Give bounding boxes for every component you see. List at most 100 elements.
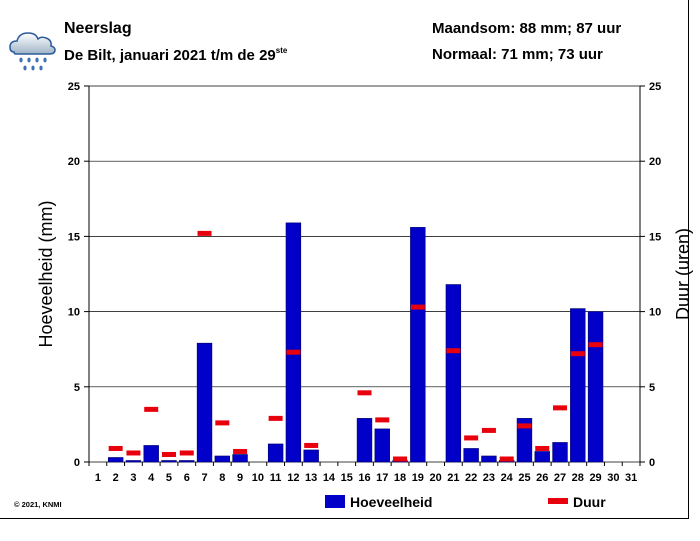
bar-hoeveelheid [196,342,213,463]
marker-duur [357,390,372,396]
bar-hoeveelheid [587,311,604,463]
x-tick-label: 13 [305,472,317,484]
monthly-sum: Maandsom: 88 mm; 87 uur [432,20,622,37]
chart-frame [0,0,689,519]
x-tick-label: 27 [554,472,566,484]
bar-hoeveelheid [143,445,159,463]
marker-duur [375,417,390,423]
marker-duur [464,435,479,441]
bar-hoeveelheid [481,455,497,463]
y-tick-label: 25 [68,81,80,93]
y-tick-label: 10 [68,307,80,319]
x-tick-label: 7 [201,472,207,484]
x-tick-label: 10 [252,472,264,484]
x-tick-label: 12 [287,472,299,484]
x-tick-label: 21 [447,472,459,484]
bar-hoeveelheid [161,460,177,463]
marker-duur [268,415,283,421]
y2-tick-label: 0 [649,457,655,469]
x-tick-label: 28 [572,472,584,484]
bar-hoeveelheid [356,418,373,463]
y2-tick-label: 20 [649,156,661,168]
y-axis-label: Hoeveelheid (mm) [36,200,56,347]
rain-cloud-icon [9,32,56,71]
marker-duur [286,349,301,355]
marker-duur [215,420,230,426]
y2-tick-label: 15 [649,231,661,243]
bar-hoeveelheid [125,460,142,463]
subtitle-text: De Bilt, januari 2021 t/m de 29 [64,47,276,64]
copyright: © 2021, KNMI [14,500,62,509]
marker-duur [144,406,159,412]
marker-duur [233,448,248,454]
subtitle-suffix: ste [275,46,288,55]
marker-duur [179,450,194,456]
legend-swatch-duur [548,498,568,504]
bar-hoeveelheid [463,448,479,463]
y-tick-label: 20 [68,156,80,168]
bar-hoeveelheid [516,418,533,463]
x-tick-label: 20 [429,472,441,484]
marker-duur [481,427,496,433]
x-tick-label: 5 [166,472,172,484]
x-tick-label: 18 [394,472,406,484]
bar-hoeveelheid [267,443,284,463]
legend-label-hoeveelheid: Hoeveelheid [350,494,432,510]
x-tick-label: 23 [483,472,495,484]
bar-hoeveelheid [107,457,124,463]
marker-duur [161,451,176,457]
bar-hoeveelheid [534,451,550,463]
x-tick-label: 4 [148,472,155,484]
bar-hoeveelheid [179,460,195,463]
marker-duur [499,456,514,462]
x-tick-label: 9 [237,472,243,484]
x-tick-label: 19 [412,472,424,484]
bar-hoeveelheid [374,428,390,463]
x-tick-label: 29 [589,472,601,484]
y2-tick-label: 5 [649,382,655,394]
x-tick-label: 6 [184,472,190,484]
x-tick-label: 24 [501,472,514,484]
bar-hoeveelheid [285,222,302,463]
bar-hoeveelheid [570,308,586,463]
x-tick-label: 16 [358,472,370,484]
bar-hoeveelheid [552,442,568,463]
bar-hoeveelheid [232,454,248,463]
marker-duur [588,342,603,348]
x-tick-label: 15 [341,472,353,484]
y-tick-label: 5 [74,382,80,394]
chart-title: Neerslag [64,20,132,37]
marker-duur [304,442,319,448]
x-tick-label: 11 [270,472,282,484]
x-tick-label: 22 [465,472,477,484]
marker-duur [108,445,123,451]
chart-subtitle: De Bilt, januari 2021 t/m de 29ste [64,46,287,64]
y-tick-label: 15 [68,231,80,243]
marker-duur [517,423,532,429]
x-tick-label: 1 [95,472,101,484]
marker-duur [446,348,461,354]
normal-value: Normaal: 71 mm; 73 uur [432,46,603,63]
bar-hoeveelheid [410,227,426,463]
x-tick-label: 8 [219,472,225,484]
bar-hoeveelheid [303,449,319,463]
y2-tick-label: 10 [649,307,661,319]
bar-hoeveelheid [445,284,462,463]
marker-duur [393,456,408,462]
bar-hoeveelheid [214,455,230,463]
x-tick-label: 3 [130,472,136,484]
legend-label-duur: Duur [573,494,606,510]
x-tick-label: 17 [376,472,388,484]
x-tick-label: 26 [536,472,548,484]
x-tick-label: 2 [113,472,119,484]
y2-tick-label: 25 [649,81,661,93]
x-tick-label: 30 [607,472,619,484]
legend-swatch-hoeveelheid [325,495,345,508]
x-tick-label: 25 [518,472,530,484]
marker-duur [197,230,212,236]
marker-duur [553,405,568,411]
marker-duur [535,445,550,451]
y2-axis-label: Duur (uren) [673,228,693,320]
y-tick-label: 0 [74,457,80,469]
